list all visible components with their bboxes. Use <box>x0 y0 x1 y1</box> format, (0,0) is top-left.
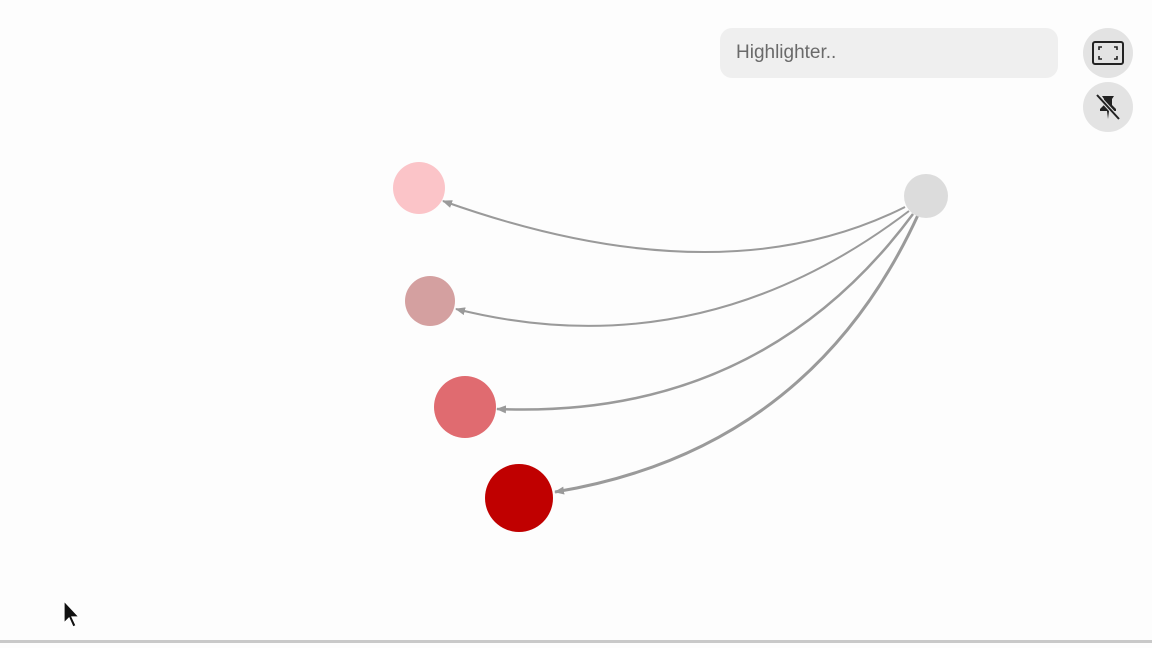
target-node-1[interactable] <box>393 162 445 214</box>
edge-4 <box>554 214 920 495</box>
nodes[interactable] <box>393 162 948 532</box>
bottom-divider <box>0 640 1152 643</box>
edge-1 <box>442 200 906 254</box>
unpin-nodes-button[interactable] <box>1083 82 1133 132</box>
edge-3 <box>496 213 915 414</box>
target-node-2[interactable] <box>405 276 455 326</box>
mouse-cursor-icon <box>63 600 81 628</box>
fit-screen-icon <box>1092 41 1124 65</box>
edge-2 <box>455 210 910 327</box>
target-node-3[interactable] <box>434 376 496 438</box>
edges <box>442 200 920 495</box>
unpin-icon <box>1095 93 1121 121</box>
highlighter-search-input[interactable] <box>720 28 1058 78</box>
source-node[interactable] <box>904 174 948 218</box>
fit-screen-button[interactable] <box>1083 28 1133 78</box>
target-node-4[interactable] <box>485 464 553 532</box>
